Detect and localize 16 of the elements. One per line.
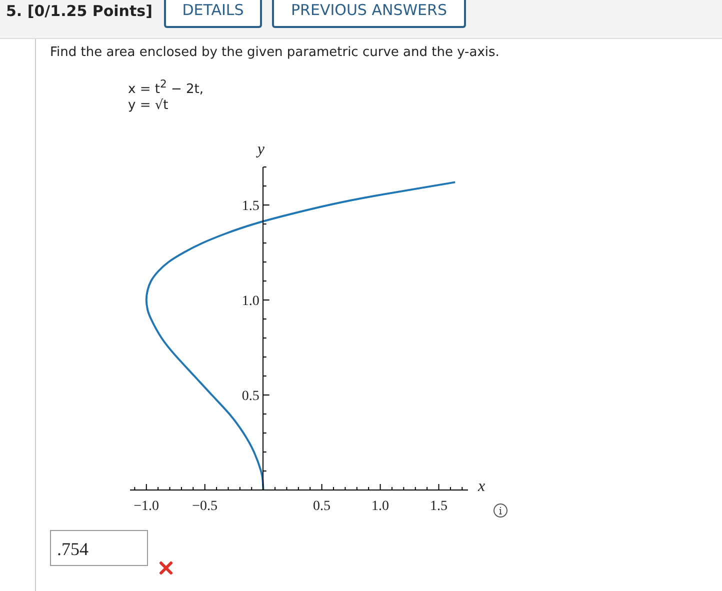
- x-tick-label: −1.0: [134, 499, 160, 514]
- y-tick-label: 0.5: [242, 389, 260, 404]
- x-tick-label: 1.0: [372, 499, 390, 514]
- line-series: [145, 181, 456, 490]
- x-axis-title: x: [478, 478, 486, 496]
- text: Find the area enclosed by the given parametric curve and the y-axis.: [50, 45, 500, 60]
- y-tick-label: 1.5: [242, 199, 260, 214]
- text: x = t$^{2}$ − 2t,: [128, 78, 204, 98]
- x-tick-label: 1.5: [430, 499, 448, 514]
- text: y = √t: [128, 98, 168, 113]
- x-tick-label: 0.5: [313, 499, 331, 514]
- text: 5. [0/1.25 Points]: [6, 2, 152, 20]
- x-tick-label: −0.5: [192, 499, 218, 514]
- y-axis-title: y: [257, 141, 264, 159]
- text: .754: [50, 530, 148, 566]
- y-tick-label: 1.0: [242, 294, 260, 309]
